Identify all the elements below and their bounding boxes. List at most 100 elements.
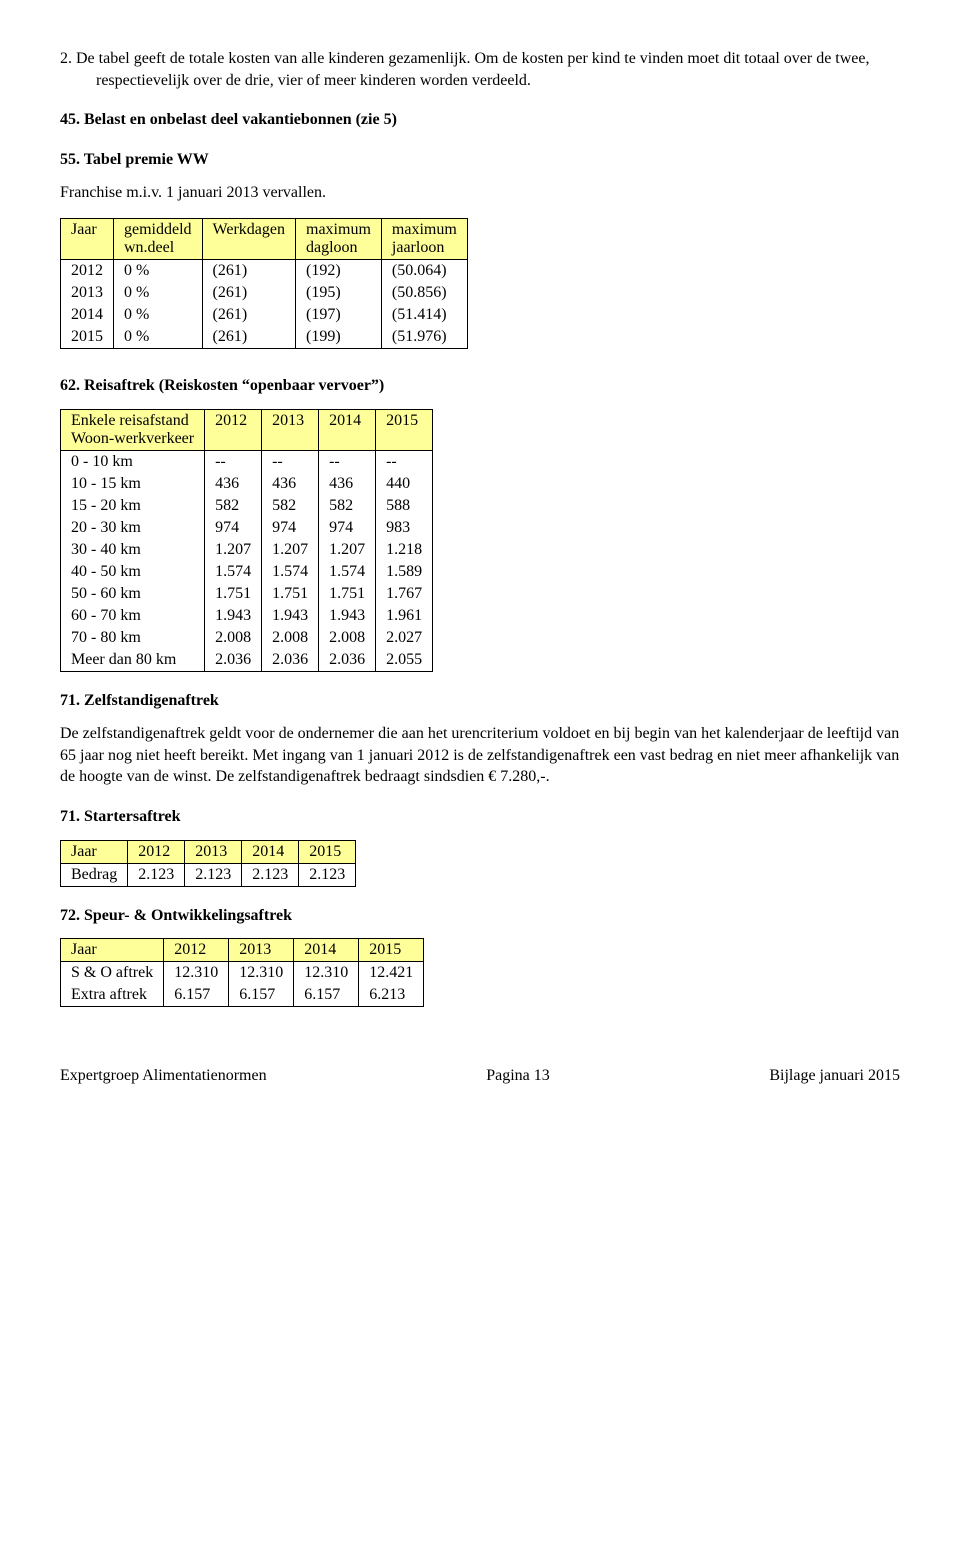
t72-r1c0: Extra aftrek [61,984,164,1007]
t55-r1c4: (50.856) [381,282,467,304]
t55-r0c1: 0 % [114,259,203,282]
t55-r2c3: (197) [296,304,382,326]
t72-h0: Jaar [61,939,164,962]
t62-r6c2: 1.751 [262,583,319,605]
t62-h3: 2014 [319,409,376,450]
t72-r1c4: 6.213 [359,984,424,1007]
table-reisaftrek: Enkele reisafstand Woon-werkverkeer 2012… [60,409,433,672]
t62-r6c3: 1.751 [319,583,376,605]
t62-r5c4: 1.589 [376,561,433,583]
t55-r2c4: (51.414) [381,304,467,326]
t62-r0c1: -- [205,450,262,473]
t62-r5c3: 1.574 [319,561,376,583]
t55-r2c1: 0 % [114,304,203,326]
t62-r1c2: 436 [262,473,319,495]
para-kinderen: 2. De tabel geeft de totale kosten van a… [60,48,900,91]
t62-h0: Enkele reisafstand Woon-werkverkeer [61,409,205,450]
t55-r3c2: (261) [202,326,295,349]
t71b-r0c4: 2.123 [299,863,356,886]
t55-r0c0: 2012 [61,259,114,282]
t72-h2: 2013 [229,939,294,962]
t62-r8c0: 70 - 80 km [61,627,205,649]
t72-r0c2: 12.310 [229,962,294,985]
table-premie-ww: Jaar gemiddeld wn.deel Werkdagen maximum… [60,218,468,349]
t62-h1: 2012 [205,409,262,450]
heading-71b: 71. Startersaftrek [60,806,900,828]
table-speur-ontwikkelingsaftrek: Jaar 2012 2013 2014 2015 S & O aftrek 12… [60,938,424,1007]
t55-h1: gemiddeld wn.deel [114,218,203,259]
t62-r8c1: 2.008 [205,627,262,649]
t55-r3c3: (199) [296,326,382,349]
t62-r4c4: 1.218 [376,539,433,561]
t72-h3: 2014 [294,939,359,962]
t62-r3c4: 983 [376,517,433,539]
t62-r1c4: 440 [376,473,433,495]
t62-h4: 2015 [376,409,433,450]
t72-r1c3: 6.157 [294,984,359,1007]
para-zelfstandigenaftrek: De zelfstandigenaftrek geldt voor de ond… [60,723,900,788]
para-franchise: Franchise m.i.v. 1 januari 2013 vervalle… [60,182,900,204]
t62-r9c0: Meer dan 80 km [61,649,205,672]
t62-r7c1: 1.943 [205,605,262,627]
t62-r0c0: 0 - 10 km [61,450,205,473]
footer-right: Bijlage januari 2015 [769,1067,900,1085]
t71b-r0c1: 2.123 [128,863,185,886]
t55-r2c2: (261) [202,304,295,326]
heading-45: 45. Belast en onbelast deel vakantiebonn… [60,109,900,131]
t55-h3: maximum dagloon [296,218,382,259]
t55-r2c0: 2014 [61,304,114,326]
t62-r8c4: 2.027 [376,627,433,649]
t62-r2c2: 582 [262,495,319,517]
t72-r0c0: S & O aftrek [61,962,164,985]
t62-r0c2: -- [262,450,319,473]
page-footer: Expertgroep Alimentatienormen Pagina 13 … [60,1067,900,1085]
t72-r0c1: 12.310 [164,962,229,985]
t72-r0c4: 12.421 [359,962,424,985]
footer-left: Expertgroep Alimentatienormen [60,1067,267,1085]
t62-r2c1: 582 [205,495,262,517]
t62-h2: 2013 [262,409,319,450]
t62-r6c0: 50 - 60 km [61,583,205,605]
t72-r1c1: 6.157 [164,984,229,1007]
t55-h0: Jaar [61,218,114,259]
t62-r7c3: 1.943 [319,605,376,627]
t62-r6c1: 1.751 [205,583,262,605]
t62-r1c3: 436 [319,473,376,495]
t62-r4c3: 1.207 [319,539,376,561]
t55-h4: maximum jaarloon [381,218,467,259]
t62-r0c4: -- [376,450,433,473]
t62-r2c3: 582 [319,495,376,517]
t55-r1c1: 0 % [114,282,203,304]
t72-h4: 2015 [359,939,424,962]
t62-r9c1: 2.036 [205,649,262,672]
heading-62: 62. Reisaftrek (Reiskosten “openbaar ver… [60,375,900,397]
t55-h2: Werkdagen [202,218,295,259]
t55-r1c2: (261) [202,282,295,304]
t71b-h1: 2012 [128,840,185,863]
t62-r4c1: 1.207 [205,539,262,561]
t55-r3c4: (51.976) [381,326,467,349]
t62-r9c4: 2.055 [376,649,433,672]
t62-r4c0: 30 - 40 km [61,539,205,561]
t71b-h4: 2015 [299,840,356,863]
t71b-h3: 2014 [242,840,299,863]
t62-r1c0: 10 - 15 km [61,473,205,495]
t62-r7c0: 60 - 70 km [61,605,205,627]
heading-71: 71. Zelfstandigenaftrek [60,690,900,712]
t55-r0c2: (261) [202,259,295,282]
t62-r0c3: -- [319,450,376,473]
t62-r6c4: 1.767 [376,583,433,605]
t62-r7c2: 1.943 [262,605,319,627]
t72-r0c3: 12.310 [294,962,359,985]
t62-r4c2: 1.207 [262,539,319,561]
t62-r5c0: 40 - 50 km [61,561,205,583]
heading-72: 72. Speur- & Ontwikkelingsaftrek [60,905,900,927]
t62-r3c0: 20 - 30 km [61,517,205,539]
t62-r9c2: 2.036 [262,649,319,672]
t62-r8c3: 2.008 [319,627,376,649]
t62-r1c1: 436 [205,473,262,495]
t62-r5c2: 1.574 [262,561,319,583]
t71b-r0c0: Bedrag [61,863,128,886]
t72-h1: 2012 [164,939,229,962]
t62-r2c0: 15 - 20 km [61,495,205,517]
